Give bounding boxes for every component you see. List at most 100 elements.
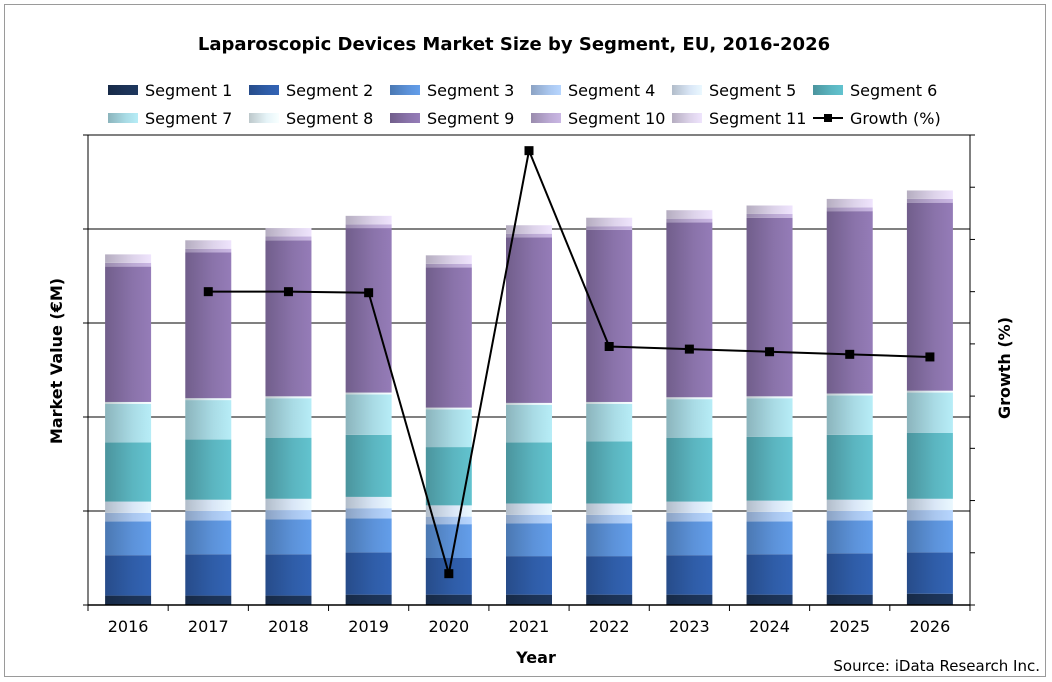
bar-segment-4 (425, 516, 472, 525)
x-tick-label: 2021 (509, 617, 550, 636)
bar-segment-6 (746, 436, 793, 501)
bar-segment-10 (185, 248, 232, 253)
bar-segment-9 (746, 217, 793, 397)
legend-label: Segment 6 (850, 81, 937, 100)
bar-segment-1 (345, 594, 392, 605)
bar-segment-3 (826, 520, 873, 554)
growth-marker (203, 287, 213, 297)
bar-segment-3 (586, 523, 633, 557)
bar-segment-5 (586, 503, 633, 515)
bar-segment-8 (586, 401, 633, 404)
legend-swatch (108, 85, 138, 95)
bar-segment-1 (826, 594, 873, 605)
bar-segment-5 (265, 498, 312, 511)
bar-segment-7 (506, 404, 552, 443)
source-note: Source: iData Research Inc. (833, 657, 1040, 675)
bar-segment-3 (185, 520, 232, 555)
x-tick-label: 2016 (108, 617, 149, 636)
bar-segment-1 (506, 594, 552, 605)
bar-segment-3 (345, 518, 392, 553)
bar-segment-5 (105, 501, 152, 513)
bar-segment-7 (666, 399, 713, 438)
bar-segment-11 (826, 198, 873, 208)
bar-segment-6 (425, 447, 472, 506)
bar-segment-8 (826, 393, 873, 396)
bar-segment-6 (265, 437, 312, 499)
x-tick-label: 2024 (749, 617, 790, 636)
legend-swatch (390, 113, 420, 123)
bar-segment-1 (746, 594, 793, 605)
bar-segment-6 (185, 439, 232, 500)
bar-segment-4 (746, 511, 793, 522)
bar-segment-2 (345, 552, 392, 595)
bar-segment-10 (906, 198, 953, 203)
x-tick-label: 2026 (910, 617, 951, 636)
bar-segment-4 (586, 514, 633, 524)
legend-label: Segment 9 (427, 109, 514, 128)
legend-swatch (390, 85, 420, 95)
growth-line-path (208, 147, 930, 574)
bars (105, 190, 953, 605)
bar-segment-1 (425, 594, 472, 605)
bar-segment-11 (265, 228, 312, 237)
bar-segment-8 (746, 396, 793, 399)
x-tick-label: 2022 (589, 617, 630, 636)
bar-segment-3 (666, 521, 713, 556)
bar-segment-3 (746, 521, 793, 555)
growth-marker (765, 347, 775, 357)
bar-segment-6 (586, 441, 633, 504)
growth-marker (845, 349, 855, 359)
legend-label: Segment 2 (286, 81, 373, 100)
bar-segment-9 (425, 267, 472, 408)
bar-segment-2 (185, 554, 232, 596)
bar-segment-5 (425, 505, 472, 517)
growth-marker (604, 342, 614, 351)
x-tick-label: 2020 (428, 617, 469, 636)
bar-segment-10 (105, 262, 152, 267)
bar-segment-4 (105, 512, 152, 522)
bar-segment-3 (425, 524, 472, 558)
growth-marker (444, 569, 454, 579)
x-axis-title: Year (515, 648, 556, 667)
bar-segment-11 (105, 254, 152, 263)
bar-segment-5 (906, 498, 953, 511)
bar-segment-2 (586, 556, 633, 595)
legend-label: Segment 10 (568, 109, 665, 128)
bar-segment-5 (506, 503, 552, 515)
bar-segment-2 (906, 552, 953, 594)
growth-line (203, 146, 935, 579)
legend-swatch (813, 85, 843, 95)
bar-segment-6 (826, 434, 873, 500)
bar-segment-9 (185, 252, 232, 399)
bar-segment-9 (826, 211, 873, 394)
x-tick-label: 2023 (669, 617, 710, 636)
bar-segment-7 (105, 403, 152, 443)
bar-segment-11 (185, 240, 232, 249)
x-tick-label: 2025 (829, 617, 870, 636)
legend-swatch (249, 85, 279, 95)
bar-segment-11 (425, 255, 472, 264)
bar-segment-7 (265, 398, 312, 438)
bar-segment-10 (506, 233, 552, 238)
bar-segment-10 (746, 213, 793, 218)
bar-segment-7 (586, 403, 633, 442)
bar-segment-1 (105, 595, 152, 605)
bar-segment-7 (746, 398, 793, 437)
bar-segment-3 (906, 520, 953, 553)
bar-segment-7 (906, 392, 953, 433)
growth-marker (925, 352, 935, 362)
legend-label: Segment 3 (427, 81, 514, 100)
bar-segment-1 (666, 594, 713, 605)
legend-label: Segment 4 (568, 81, 655, 100)
bar-segment-7 (345, 394, 392, 435)
bar-segment-9 (906, 202, 953, 391)
bar-segment-8 (666, 397, 713, 400)
legend-swatch (108, 113, 138, 123)
chart-title: Laparoscopic Devices Market Size by Segm… (198, 34, 830, 55)
bar-segment-6 (906, 432, 953, 499)
bar-segment-7 (425, 409, 472, 448)
bar-segment-1 (906, 593, 953, 605)
bar-segment-11 (666, 210, 713, 219)
bar-segment-1 (185, 595, 232, 605)
bar-segment-2 (746, 554, 793, 595)
